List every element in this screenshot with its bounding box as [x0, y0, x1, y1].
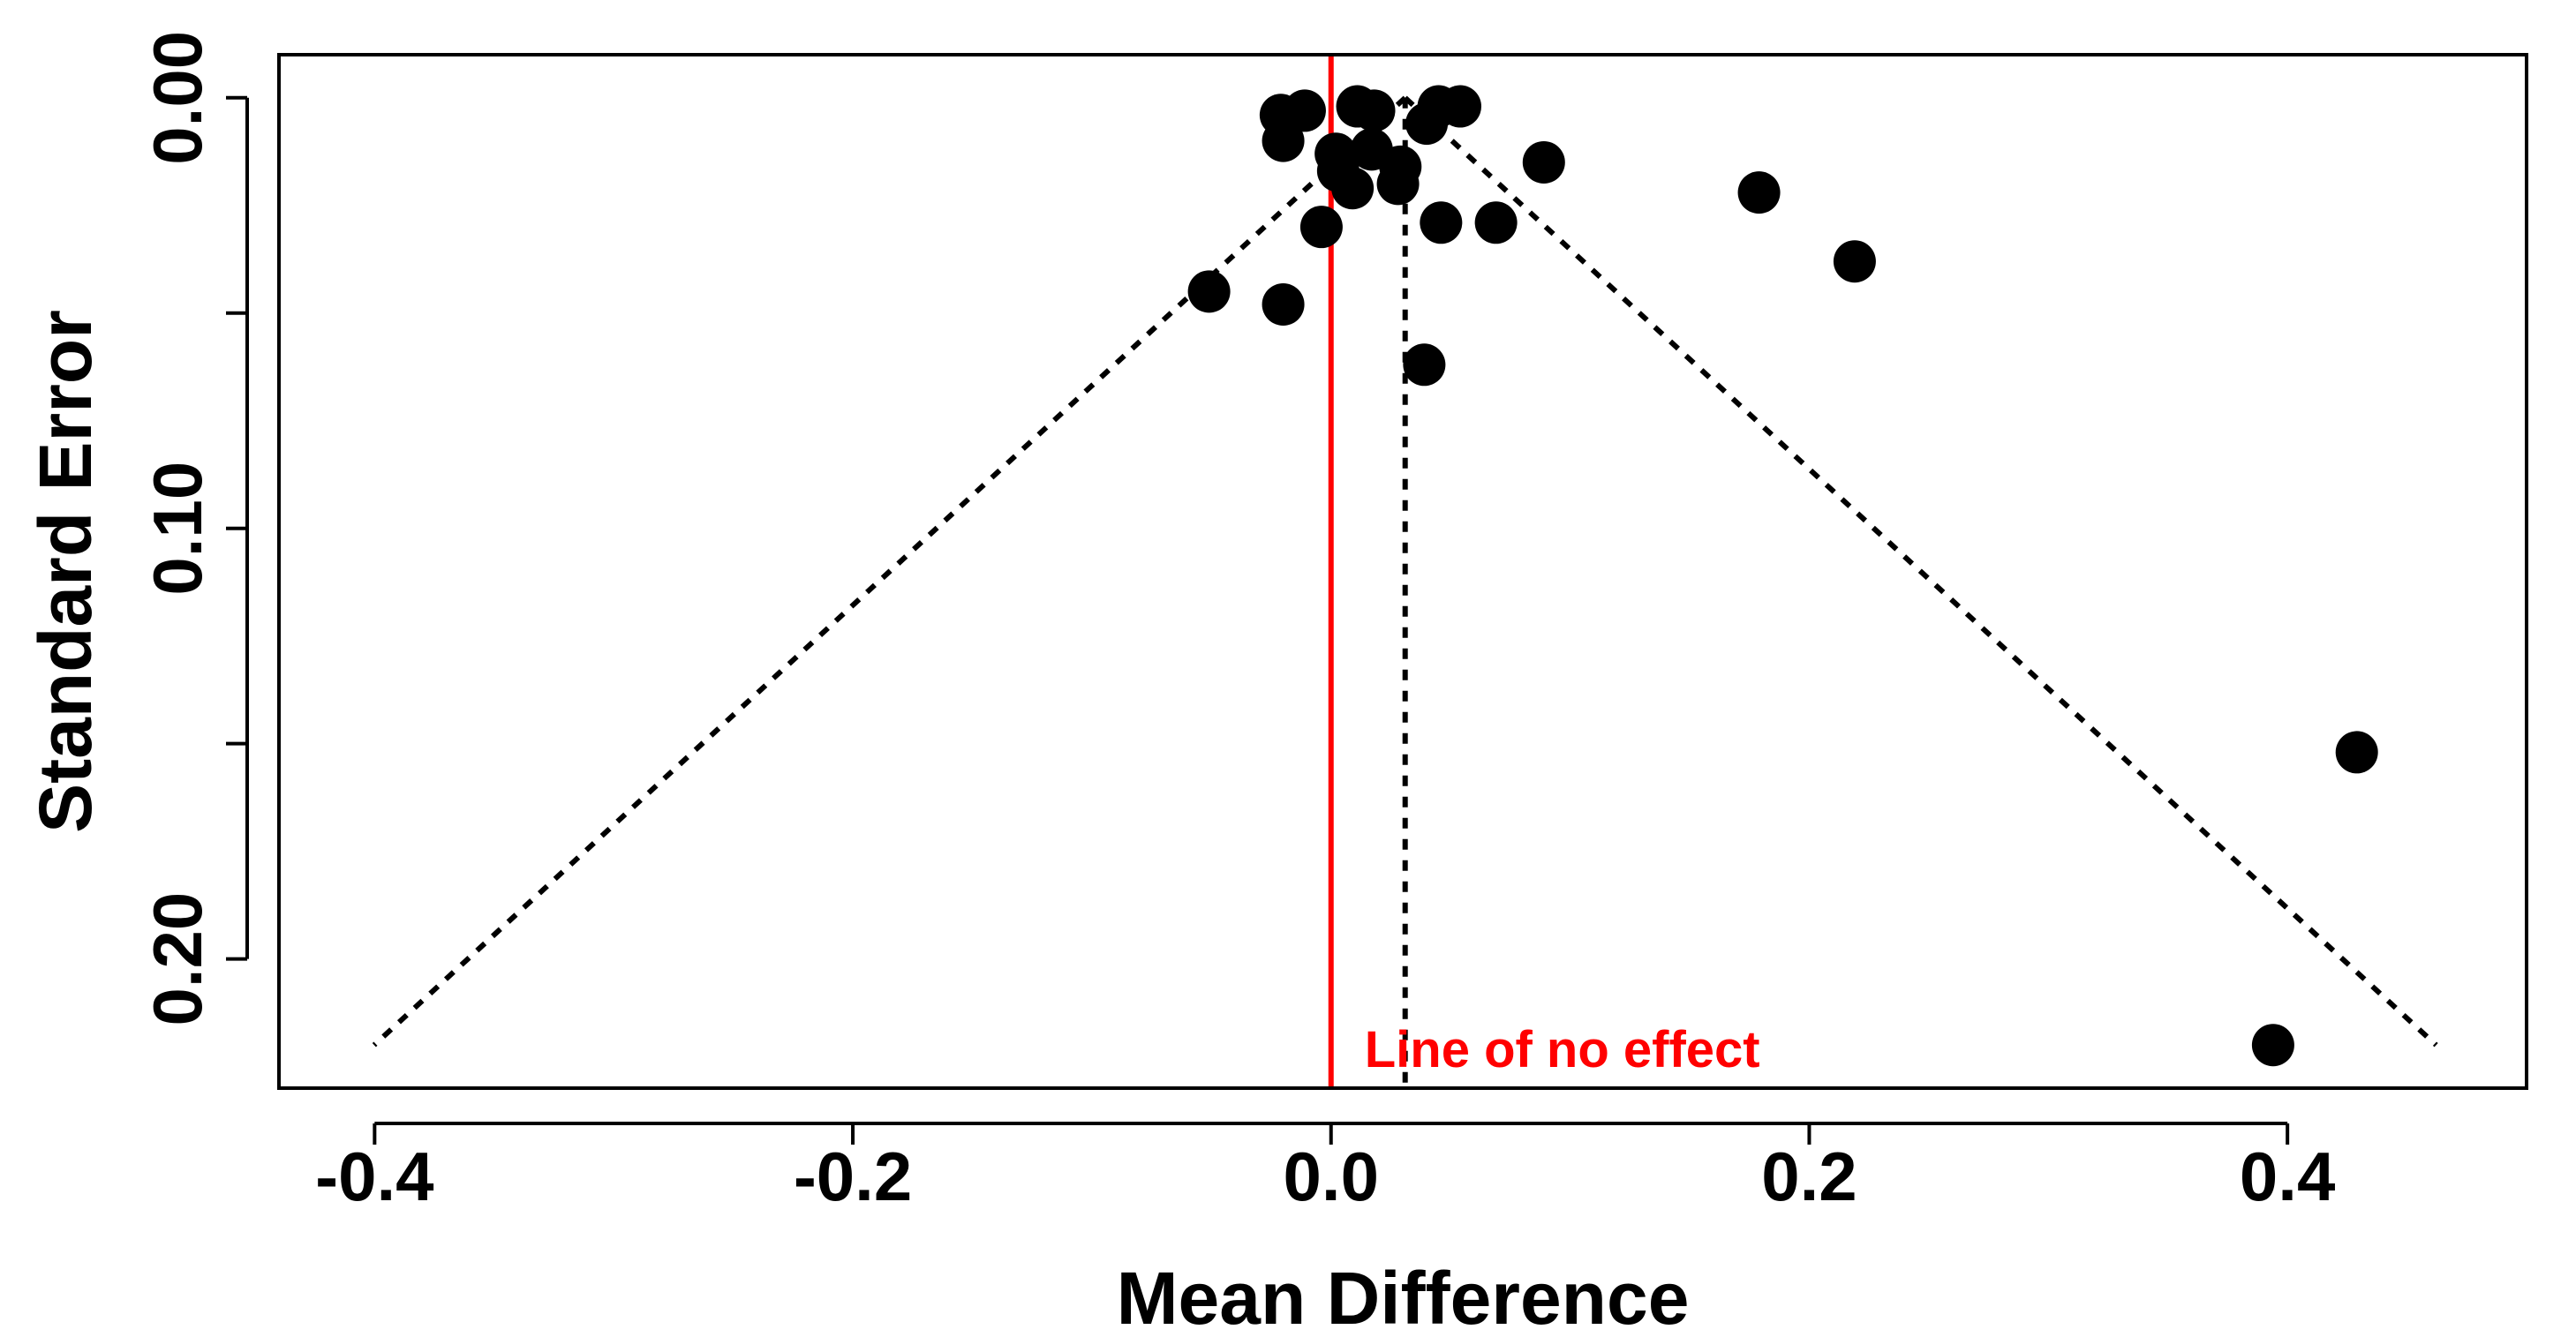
plot-area-border: [277, 53, 2528, 1090]
data-point: [1405, 102, 1449, 146]
data-point: [1439, 85, 1482, 128]
y-axis-title: Standard Error: [24, 310, 107, 833]
funnel-lines: [372, 95, 2438, 1088]
data-point: [1352, 89, 1396, 132]
data-point: [1262, 119, 1305, 162]
data-point: [1283, 89, 1326, 132]
x-tick-label: 0.2: [1761, 1138, 1857, 1215]
data-points: [1187, 85, 2378, 1067]
funnel-left-limit: [372, 95, 1407, 1048]
data-point: [1403, 343, 1446, 387]
data-point: [1331, 167, 1375, 210]
data-point: [1474, 201, 1518, 244]
data-point: [1420, 201, 1463, 244]
data-point: [1376, 162, 1420, 206]
y-tick-label: 0.10: [139, 462, 216, 596]
x-tick-label: 0.4: [2240, 1138, 2335, 1215]
data-point: [2335, 731, 2378, 774]
y-axis: 0.00 0.10 0.20: [139, 31, 249, 1026]
funnel-right-limit: [1403, 95, 2438, 1048]
data-point: [1187, 270, 1231, 313]
data-point: [2251, 1024, 2294, 1067]
data-point: [1522, 140, 1565, 184]
data-point: [1262, 282, 1305, 326]
data-point: [1737, 171, 1781, 214]
x-axis-title: Mean Difference: [1117, 1257, 1690, 1337]
x-tick-label: -0.4: [315, 1138, 433, 1215]
reference-line-label: Line of no effect: [1365, 1021, 1760, 1078]
y-tick-label: 0.00: [139, 31, 216, 165]
x-axis: -0.4 -0.2 0.0 0.2 0.4: [315, 1122, 2335, 1215]
x-tick-label: -0.2: [794, 1138, 912, 1215]
data-point: [1299, 206, 1343, 249]
data-point: [1833, 240, 1876, 283]
x-tick-label: 0.0: [1284, 1138, 1379, 1215]
y-tick-label: 0.20: [139, 892, 216, 1026]
